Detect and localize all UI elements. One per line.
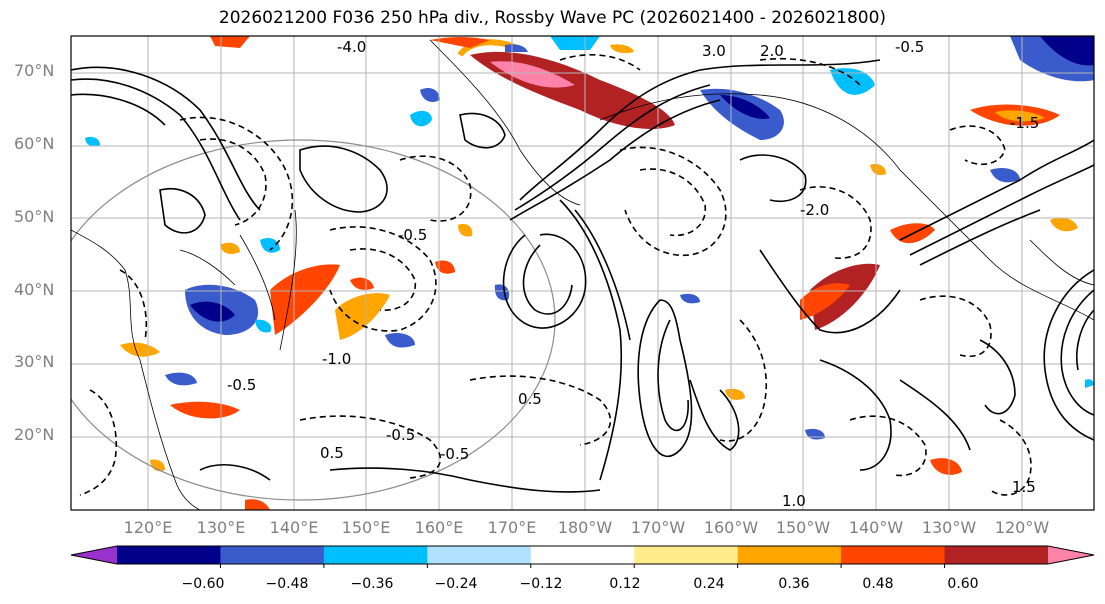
colorbar-swatch bbox=[530, 546, 635, 564]
contour-label: -0.5 bbox=[440, 445, 469, 463]
contour-label: -4.0 bbox=[337, 38, 366, 56]
colorbar-tick-label: 0.36 bbox=[778, 576, 810, 592]
lat-label: 20°N bbox=[14, 425, 55, 444]
colorbar-swatch bbox=[117, 546, 221, 564]
coastlines bbox=[71, 39, 1094, 510]
lat-label: 30°N bbox=[14, 352, 55, 371]
colorbar-tick-label: −0.36 bbox=[350, 576, 394, 592]
graticule bbox=[71, 36, 1094, 510]
colorbar-swatch bbox=[220, 546, 325, 564]
colorbar-tick-label: 0.48 bbox=[862, 576, 894, 592]
contour-label: 0.5 bbox=[518, 390, 542, 408]
lon-label: 140°W bbox=[848, 518, 904, 537]
lon-label: 150°E bbox=[341, 518, 391, 537]
lon-label: 120°W bbox=[994, 518, 1050, 537]
stream-contours bbox=[71, 59, 1094, 493]
colorbar-extend-min bbox=[71, 546, 117, 564]
contour-label: -1.5 bbox=[1010, 114, 1039, 132]
colorbar-extend-max bbox=[1048, 546, 1094, 564]
colorbar-swatch bbox=[427, 546, 532, 564]
colorbar-swatch bbox=[323, 546, 428, 564]
colorbar-swatch bbox=[841, 546, 946, 564]
colorbar-tick-label: −0.24 bbox=[434, 576, 478, 592]
colorbar-tick-label: −0.48 bbox=[265, 576, 309, 592]
map-frame bbox=[70, 35, 1095, 511]
colorbar-outline bbox=[70, 545, 1095, 565]
lat-label: 60°N bbox=[14, 134, 55, 153]
lon-label: 160°E bbox=[414, 518, 464, 537]
colorbar-tick-label: 0.60 bbox=[947, 576, 979, 592]
lon-label: 120°E bbox=[123, 518, 173, 537]
lat-label: 50°N bbox=[14, 207, 55, 226]
contour-label: -2.0 bbox=[800, 201, 829, 219]
region-outline bbox=[71, 139, 556, 501]
colorbar-tick-label: 0.24 bbox=[693, 576, 725, 592]
contour-label: 1.5 bbox=[1012, 478, 1036, 496]
colorbar-swatch bbox=[737, 546, 842, 564]
contour-label: 0.5 bbox=[320, 444, 344, 462]
colorbar-swatch bbox=[634, 546, 739, 564]
colorbar-tick-label: −0.12 bbox=[519, 576, 563, 592]
lon-label: 180°W bbox=[557, 518, 613, 537]
contour-label: -0.5 bbox=[386, 426, 415, 444]
lon-label: 130°W bbox=[921, 518, 977, 537]
stream-contours-negative bbox=[79, 54, 1032, 496]
chart-title: 2026021200 F036 250 hPa div., Rossby Wav… bbox=[218, 8, 887, 28]
lon-label: 170°E bbox=[487, 518, 537, 537]
contour-label: 2.0 bbox=[760, 42, 784, 60]
lon-label: 150°W bbox=[775, 518, 831, 537]
contour-label: -0.5 bbox=[895, 38, 924, 56]
colorbar-swatch bbox=[944, 546, 1049, 564]
contour-label: 1.0 bbox=[782, 492, 806, 510]
lat-label: 40°N bbox=[14, 280, 55, 299]
contour-label: -0.5 bbox=[398, 226, 427, 244]
colorbar-tick-label: 0.12 bbox=[609, 576, 641, 592]
lon-label: 140°E bbox=[269, 518, 319, 537]
contour-label: -0.5 bbox=[227, 376, 256, 394]
lon-label: 160°W bbox=[703, 518, 759, 537]
divergence-negative-shading bbox=[85, 36, 1094, 440]
lon-label: 130°E bbox=[196, 518, 246, 537]
contour-labels: 3.0 2.0 -0.5 -0.5 -1.0 -0.5 -0.5 1.0 -2.… bbox=[227, 38, 1039, 510]
colorbar bbox=[70, 545, 1095, 568]
contour-label: -1.0 bbox=[322, 350, 351, 368]
lat-label: 70°N bbox=[14, 61, 55, 80]
colorbar-tick-label: −0.60 bbox=[181, 576, 225, 592]
map-plot-area: 3.0 2.0 -0.5 -0.5 -1.0 -0.5 -0.5 1.0 -2.… bbox=[71, 36, 1094, 510]
lon-label: 170°W bbox=[630, 518, 686, 537]
contour-label: 3.0 bbox=[702, 42, 726, 60]
